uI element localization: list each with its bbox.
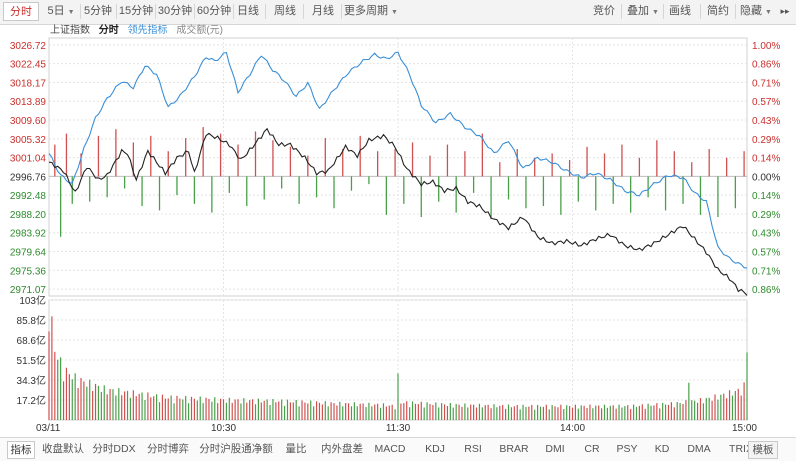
pct-tick-label: 0.43% bbox=[752, 116, 780, 127]
pct-tick-label: 0.14% bbox=[752, 154, 780, 165]
leading-indicator-label[interactable]: 领先指标 bbox=[127, 25, 168, 36]
y-tick-label: 2988.20 bbox=[10, 210, 47, 221]
y-tick-label: 3013.89 bbox=[10, 97, 47, 108]
y-tick-label: 2992.48 bbox=[10, 191, 47, 202]
toolbar-divider bbox=[735, 4, 736, 19]
toolbar-divider bbox=[341, 4, 342, 19]
toolbar-divider bbox=[116, 4, 117, 19]
indicator-tab[interactable]: 收盘默认 bbox=[42, 443, 84, 455]
indicator-tab[interactable]: KD bbox=[654, 443, 670, 455]
y-tick-label: 3005.32 bbox=[10, 135, 47, 146]
pct-tick-label: 0.71% bbox=[752, 78, 780, 89]
toolbar-divider bbox=[155, 4, 156, 19]
volume-tick-label: 68.6亿 bbox=[17, 334, 46, 347]
toolbar-divider bbox=[194, 4, 195, 19]
simple-mode-button[interactable]: 简约 bbox=[707, 5, 729, 17]
period-tab-60min[interactable]: 60分钟 bbox=[196, 5, 232, 17]
chevron-down-icon: ▼ bbox=[67, 9, 75, 16]
indicator-tab-bar: 指标 收盘默认 分时DDX 分时博弈 分时沪股通净额 量比 内外盘差 MACD KDJ RSI BR… bbox=[0, 437, 796, 461]
period-tab-5min[interactable]: 5分钟 bbox=[83, 5, 113, 17]
y-tick-label: 3022.45 bbox=[10, 60, 47, 71]
x-tick-label: 15:00 bbox=[732, 423, 757, 434]
period-tab-weekly[interactable]: 周线 bbox=[274, 5, 296, 17]
pct-tick-label: 0.29% bbox=[752, 210, 780, 221]
indicator-tab[interactable]: PSY bbox=[616, 443, 638, 455]
period-tab-monthly[interactable]: 月线 bbox=[312, 5, 334, 17]
pct-tick-label: 0.57% bbox=[752, 248, 780, 259]
toolbar-divider bbox=[663, 4, 664, 19]
volume-tick-label: 51.5亿 bbox=[17, 354, 46, 367]
mode-label: 分时 bbox=[98, 25, 119, 36]
pct-tick-label: 0.86% bbox=[752, 60, 780, 71]
toolbar-divider bbox=[303, 4, 304, 19]
indicator-tab[interactable]: RSI bbox=[464, 443, 482, 455]
indicator-tab[interactable]: TRIX bbox=[729, 443, 753, 455]
period-tab-daily[interactable]: 日线 bbox=[237, 5, 259, 17]
toolbar-divider bbox=[700, 4, 701, 19]
indicator-tab[interactable]: KDJ bbox=[425, 443, 445, 455]
period-toolbar: 分时 5日 ▼ 5分钟 15分钟 30分钟 60分钟 日线 周线 月线 更多周期 ▼… bbox=[0, 0, 796, 25]
y-tick-label: 2983.92 bbox=[10, 229, 47, 240]
indicator-tab[interactable]: DMI bbox=[545, 443, 565, 455]
x-tick-label: 03/11 bbox=[36, 423, 61, 434]
index-name-label: 上证指数 bbox=[50, 25, 90, 36]
y-tick-label: 3009.60 bbox=[10, 116, 47, 127]
y-tick-label: 3018.17 bbox=[10, 78, 47, 89]
call-auction-button[interactable]: 竞价 bbox=[593, 5, 615, 17]
x-tick-label: 11:30 bbox=[386, 423, 411, 434]
period-tab-15min[interactable]: 15分钟 bbox=[118, 5, 154, 17]
pct-tick-label: 0.29% bbox=[752, 135, 780, 146]
period-tab-5day[interactable]: 5日 ▼ bbox=[47, 5, 75, 17]
indicator-tab[interactable]: 分时沪股通净额 bbox=[199, 443, 273, 455]
chevron-down-icon: ▼ bbox=[652, 9, 659, 16]
indicator-tab[interactable]: 量比 bbox=[285, 443, 307, 455]
indicator-tab[interactable]: 分时博弈 bbox=[147, 443, 189, 455]
y-tick-label: 3001.04 bbox=[10, 154, 47, 165]
pct-tick-label: 1.00% bbox=[752, 41, 780, 52]
leading-indicator-line bbox=[48, 51, 748, 269]
y-tick-label: 2971.07 bbox=[10, 285, 47, 296]
turnover-label: 成交额(元) bbox=[176, 25, 224, 36]
volume-tick-label: 103亿 bbox=[19, 294, 46, 307]
toolbar-divider bbox=[233, 4, 234, 19]
toolbar-divider bbox=[80, 4, 81, 19]
x-tick-label: 10:30 bbox=[211, 423, 236, 434]
indicator-tab[interactable]: 分时DDX bbox=[92, 443, 136, 455]
intraday-chart: 3026.72 1.00% 3022.45 0.86% 3018.17 0.71% 3013… bbox=[10, 37, 780, 434]
pct-tick-label: 0.57% bbox=[752, 97, 780, 108]
pct-tick-label: 0.71% bbox=[752, 266, 780, 277]
indicator-tab[interactable]: BRAR bbox=[499, 443, 529, 455]
indicator-tab[interactable]: 指标 bbox=[7, 441, 35, 459]
chevron-down-icon: ▼ bbox=[391, 9, 398, 16]
overlay-button[interactable]: 叠加 ▼ bbox=[627, 5, 659, 17]
y-tick-label: 3026.72 bbox=[10, 41, 47, 52]
volume-tick-label: 85.8亿 bbox=[17, 314, 46, 327]
draw-line-button[interactable]: 画线 bbox=[669, 5, 691, 17]
indicator-tab[interactable]: MACD bbox=[374, 443, 406, 455]
y-tick-label: 2975.36 bbox=[10, 266, 47, 277]
chevron-down-icon: ▼ bbox=[765, 9, 772, 16]
pct-tick-label: 0.86% bbox=[752, 285, 780, 296]
indicator-tab[interactable]: 内外盘差 bbox=[321, 443, 363, 455]
indicator-tab[interactable]: DMA bbox=[687, 443, 711, 455]
volume-tick-label: 34.3亿 bbox=[17, 374, 46, 387]
y-tick-label: 2996.76 bbox=[10, 172, 47, 183]
chart-legend: 上证指数 分时 领先指标 成交额(元) bbox=[50, 24, 229, 38]
hide-button[interactable]: 隐藏 ▼ bbox=[740, 5, 772, 17]
toolbar-divider bbox=[621, 4, 622, 19]
period-tab-more[interactable]: 更多周期 ▼ bbox=[344, 5, 398, 17]
period-tab-intraday[interactable]: 分时 bbox=[3, 2, 39, 21]
volume-tick-label: 17.2亿 bbox=[17, 394, 46, 407]
template-button[interactable]: 模板 bbox=[748, 441, 778, 459]
x-tick-label: 14:00 bbox=[560, 423, 585, 434]
indicator-tab[interactable]: CR bbox=[584, 443, 600, 455]
period-tab-30min[interactable]: 30分钟 bbox=[157, 5, 193, 17]
pct-tick-label: 0.14% bbox=[752, 191, 780, 202]
y-tick-label: 2979.64 bbox=[10, 248, 47, 259]
pct-tick-label: 0.43% bbox=[752, 229, 780, 240]
toolbar-divider bbox=[265, 4, 266, 19]
pct-tick-label: 0.00% bbox=[752, 172, 780, 183]
expand-arrows-icon[interactable]: ▸▸ bbox=[780, 6, 790, 16]
price-line bbox=[48, 127, 748, 296]
